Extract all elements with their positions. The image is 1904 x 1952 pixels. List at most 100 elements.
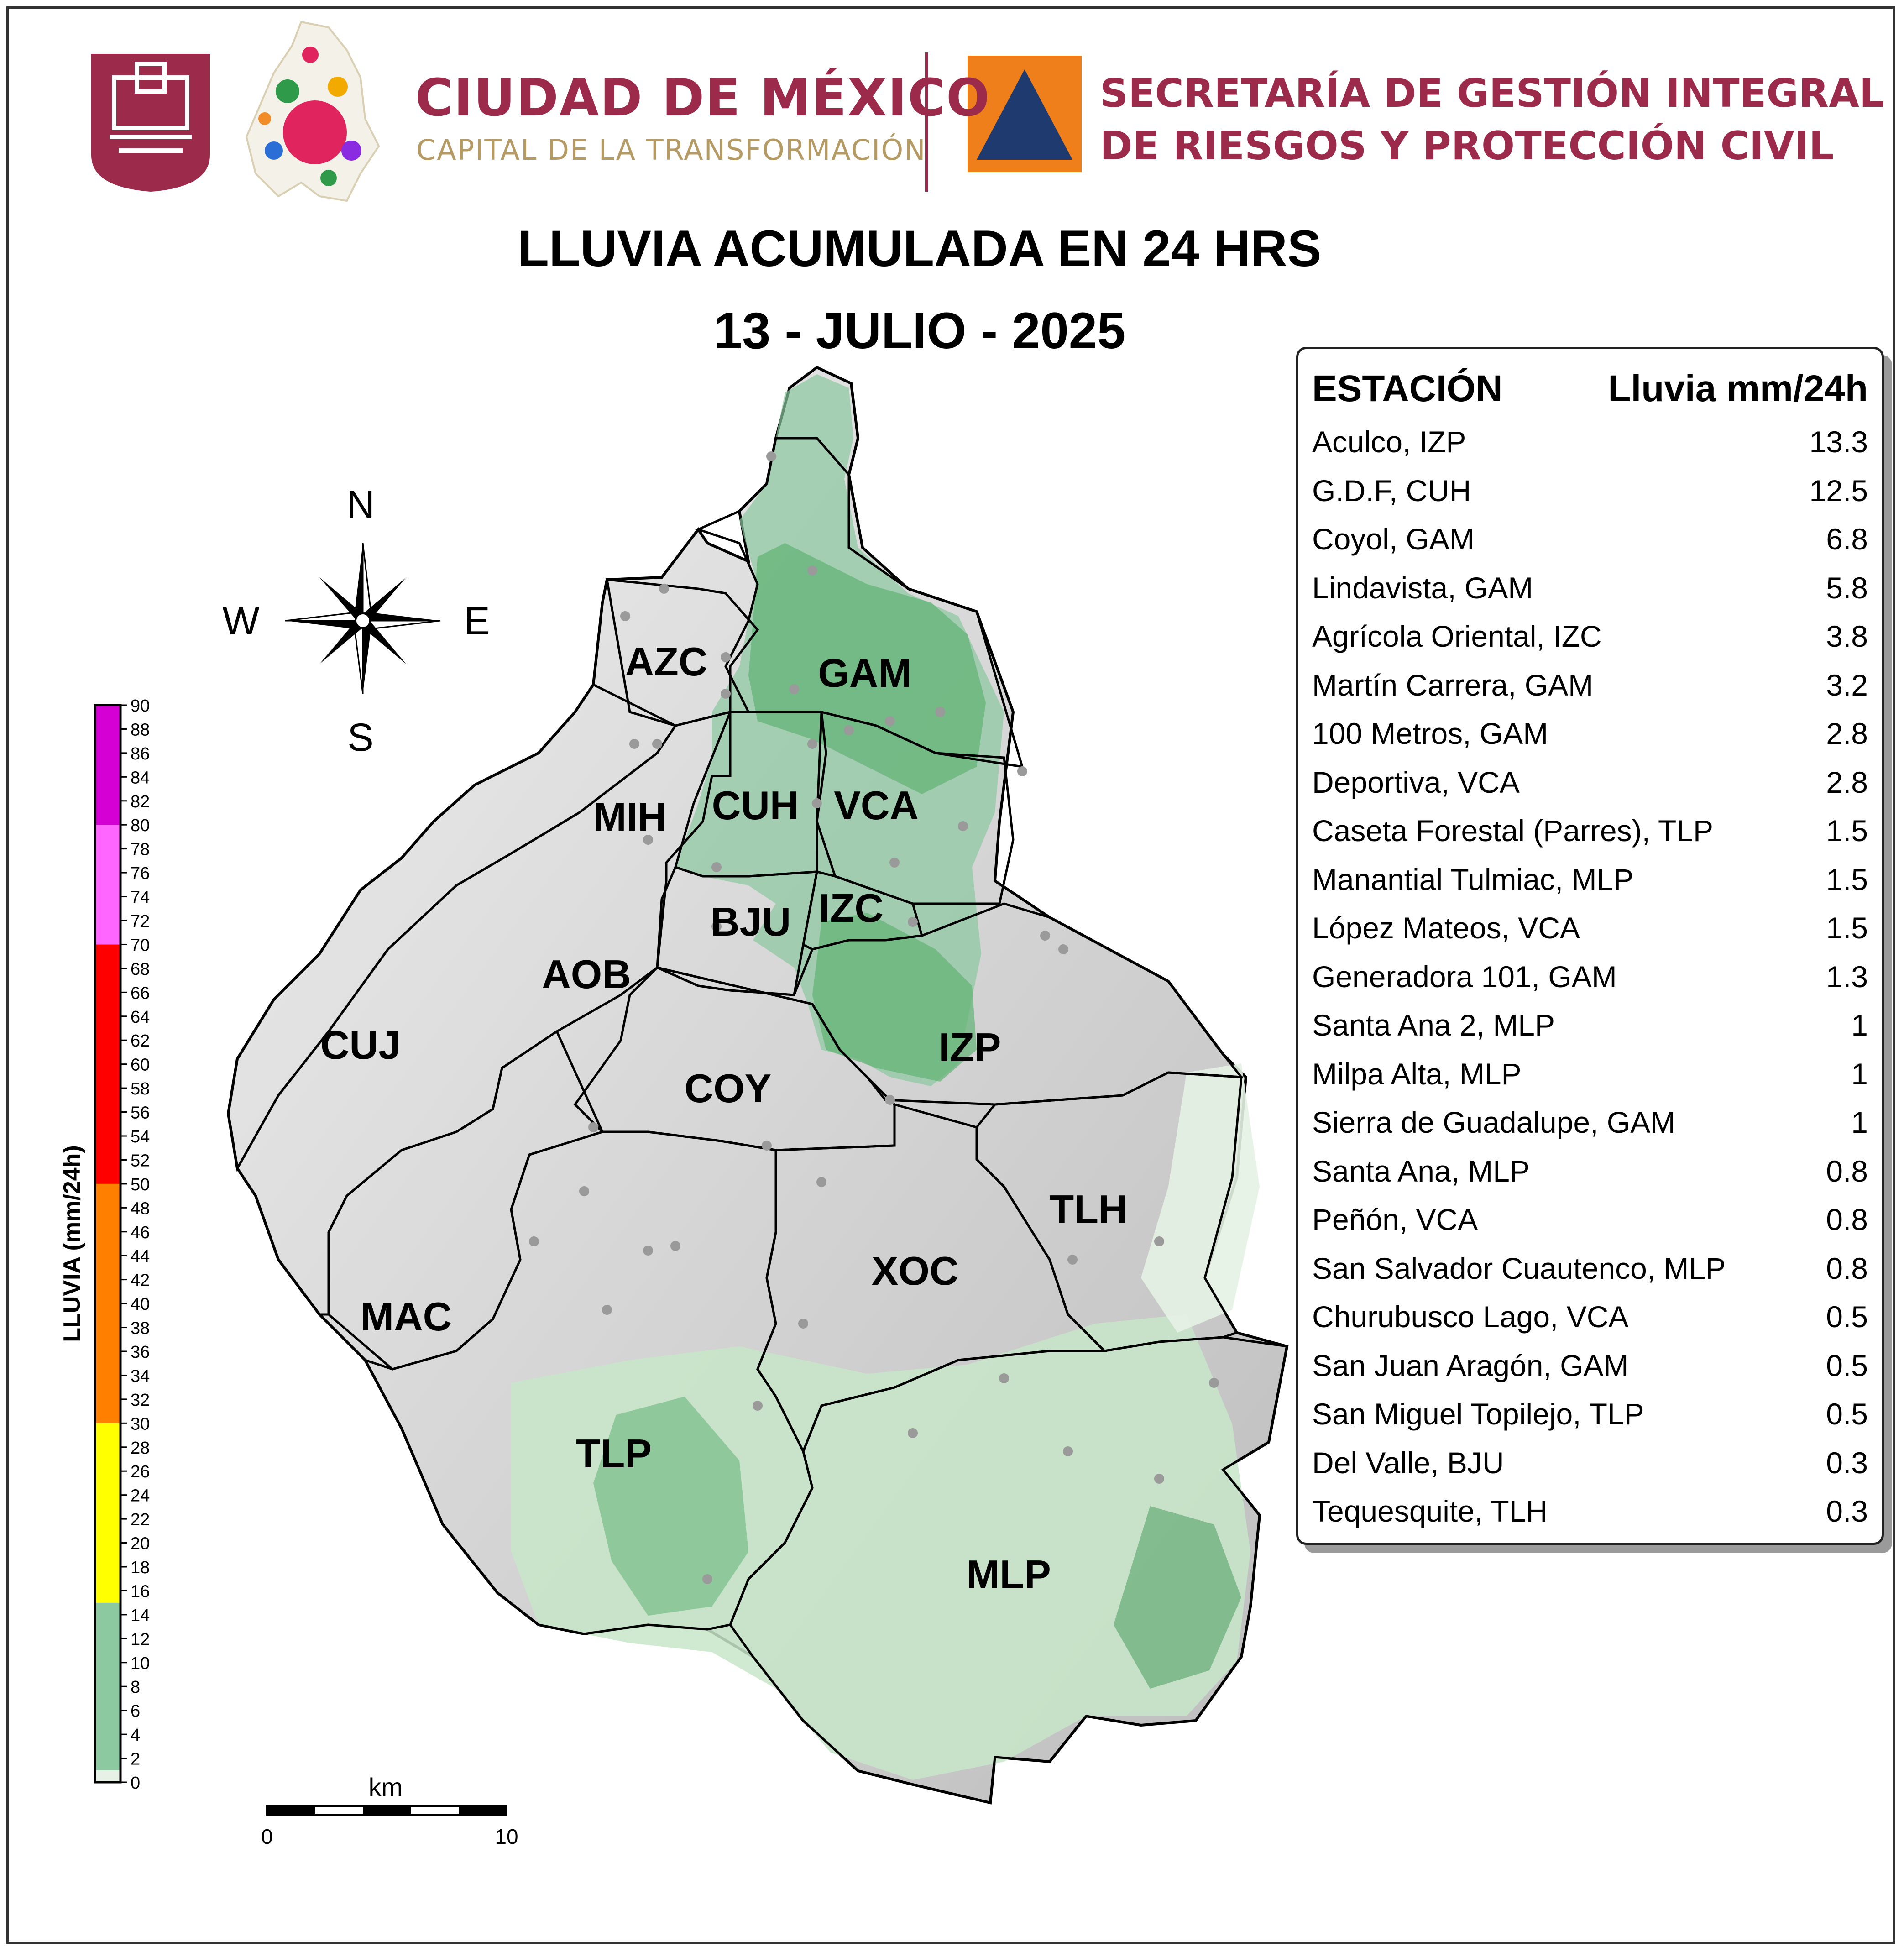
legend-tick-label: 22 [131,1510,150,1529]
station-name: Milpa Alta, MLP [1312,1057,1522,1091]
legend-tick-label: 14 [131,1606,150,1625]
legend-band [95,705,120,825]
legend-tick-label: 4 [131,1726,140,1745]
legend-band [95,1423,120,1603]
borough-label-CUH: CUH [712,783,799,828]
borough-label-MIH: MIH [593,794,666,839]
legend-tick-label: 0 [131,1774,140,1793]
station-rain-value: 1.5 [1826,911,1868,945]
table-row: San Juan Aragón, GAM 0.5 [1312,1348,1868,1397]
legend-tick-label: 66 [131,984,150,1003]
map-title: LLUVIA ACUMULADA EN 24 HRS [518,220,1322,277]
legend-tick-label: 12 [131,1630,150,1649]
legend-tick-label: 88 [131,720,150,739]
station-rain-value: 1 [1851,1057,1868,1091]
compass-north-label: N [346,483,375,527]
station-name: Agrícola Oriental, IZC [1312,619,1602,653]
station-name: Manantial Tulmiac, MLP [1312,862,1634,896]
table-row: Deportiva, VCA 2.8 [1312,765,1868,813]
agency-line-2: DE RIESGOS Y PROTECCIÓN CIVIL [1100,123,1834,169]
station-name: 100 Metros, GAM [1312,717,1548,750]
compass-star-icon [285,543,441,694]
station-name: San Miguel Topilejo, TLP [1312,1397,1644,1431]
legend-tick-label: 74 [131,888,150,907]
rain-zone-gam-core [748,543,986,794]
borough-label-IZC: IZC [819,885,884,931]
station-rain-value: 1.5 [1826,862,1868,896]
station-rain-value: 0.8 [1826,1203,1868,1236]
proteccion-civil-logo [968,56,1082,172]
station-rain-value: 1 [1851,1105,1868,1139]
table-row: 100 Metros, GAM 2.8 [1312,716,1868,764]
legend-tick-label: 10 [131,1654,150,1673]
city-slogan: CAPITAL DE LA TRANSFORMACIÓN [416,133,926,167]
station-name: Martín Carrera, GAM [1312,668,1594,702]
station-name: López Mateos, VCA [1312,911,1580,945]
table-row: Manantial Tulmiac, MLP 1.5 [1312,862,1868,911]
legend-tick-label: 56 [131,1104,150,1123]
compass-west-label: W [222,599,259,643]
table-row: Santa Ana, MLP 0.8 [1312,1154,1868,1202]
table-row: Agrícola Oriental, IZC 3.8 [1312,619,1868,667]
station-rain-value: 5.8 [1826,570,1868,605]
legend-tick-label: 26 [131,1462,150,1481]
rain-zone-south-core [593,1397,748,1616]
legend-tick-label: 60 [131,1056,150,1075]
station-name: Generadora 101, GAM [1312,959,1617,994]
borough-label-MAC: MAC [361,1294,452,1339]
station-rain-value: 3.2 [1826,668,1868,702]
legend-tick-label: 70 [131,936,150,955]
legend-tick-label: 86 [131,744,150,764]
legend-tick-label: 34 [131,1366,150,1386]
station-name: G.D.F, CUH [1312,473,1471,508]
borough-label-AZC: AZC [625,639,708,684]
borough-label-GAM: GAM [818,650,911,696]
station-rain-value: 2.8 [1826,717,1868,750]
legend-tick-label: 82 [131,792,150,811]
legend-tick-label: 38 [131,1319,150,1338]
legend-band [95,944,120,1184]
legend-tick-label: 68 [131,960,150,979]
station-name: Santa Ana 2, MLP [1312,1008,1555,1042]
station-name: Lindavista, GAM [1312,570,1533,605]
legend-tick-label: 58 [131,1079,150,1099]
station-name: Deportiva, VCA [1312,765,1520,799]
borough-label-CUJ: CUJ [320,1022,401,1068]
map-date: 13 - JULIO - 2025 [713,302,1126,359]
scale-end-label: 10 [495,1825,518,1848]
scale-start-label: 0 [261,1825,273,1848]
borough-label-COY: COY [685,1066,772,1111]
legend-band [95,1183,120,1423]
station-name: Aculco, IZP [1312,425,1466,459]
legend-tick-label: 62 [131,1031,150,1051]
legend-tick-label: 90 [131,696,150,716]
map-frame [6,6,1895,1944]
legend-band [95,1770,120,1782]
cdmx-crest-logo [91,54,210,192]
legend-tick-label: 78 [131,840,150,859]
rain-zone-tlh-east [1141,1063,1260,1333]
scale-unit-label: km [369,1773,403,1801]
station-rain-table: ESTACIÓN Lluvia mm/24h Aculco, IZP 13.3 G.… [1296,347,1884,1545]
borough-label-AOB: AOB [542,952,631,997]
legend-tick-label: 6 [131,1702,140,1721]
table-row: Aculco, IZP 13.3 [1312,424,1868,473]
borough-label-MLP: MLP [966,1552,1051,1597]
borough-label-TLP: TLP [576,1431,652,1476]
scale-bar: km 0 10 [261,1773,518,1848]
station-rain-value: 13.3 [1809,425,1868,459]
legend-tick-label: 20 [131,1534,150,1554]
column-rain-header: Lluvia mm/24h [1608,368,1868,409]
table-row: Coyol, GAM 6.8 [1312,522,1868,570]
borough-label-IZP: IZP [939,1025,1001,1070]
legend-band [95,1602,120,1770]
legend-tick-label: 16 [131,1582,150,1601]
station-rain-value: 1.3 [1826,959,1868,994]
station-name: Caseta Forestal (Parres), TLP [1312,814,1714,848]
compass-east-label: E [464,599,490,643]
cdmx-floral-heart-logo [245,21,380,202]
station-rain-value: 0.8 [1826,1251,1868,1285]
legend-tick-label: 40 [131,1295,150,1314]
legend-tick-label: 24 [131,1486,150,1506]
